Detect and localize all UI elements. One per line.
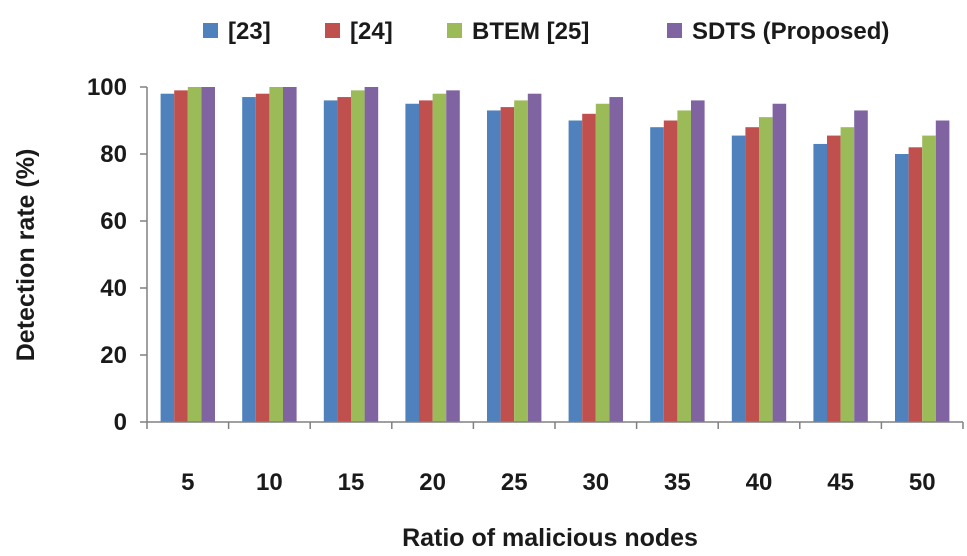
bar-23-20 bbox=[405, 103, 419, 422]
bar-btem-25-25 bbox=[514, 100, 528, 423]
bar-sdts-proposed-10 bbox=[283, 87, 297, 422]
y-tick-label: 60 bbox=[100, 208, 127, 235]
bar-sdts-proposed-35 bbox=[691, 100, 705, 423]
bar-24-45 bbox=[827, 135, 841, 422]
bar-23-10 bbox=[242, 97, 256, 423]
y-tick-label: 100 bbox=[87, 74, 127, 101]
bar-24-20 bbox=[419, 100, 433, 423]
bar-sdts-proposed-15 bbox=[364, 87, 379, 422]
y-axis-title: Detection rate (%) bbox=[12, 149, 40, 362]
bar-23-50 bbox=[895, 154, 909, 422]
legend-item: BTEM [25] bbox=[447, 18, 589, 45]
bar-23-40 bbox=[731, 135, 746, 422]
legend-swatch bbox=[325, 23, 340, 38]
legend-swatch bbox=[447, 23, 462, 38]
legend-label: BTEM [25] bbox=[472, 18, 589, 45]
bar-sdts-proposed-40 bbox=[772, 103, 787, 422]
y-ticks: 0 20 40 60 80 100 bbox=[87, 74, 147, 436]
y-tick-label: 0 bbox=[114, 409, 127, 436]
y-tick-label: 80 bbox=[100, 141, 127, 168]
y-tick-label: 20 bbox=[100, 342, 127, 369]
bar-btem-25-30 bbox=[595, 103, 610, 422]
bar-btem-25-40 bbox=[759, 117, 773, 423]
bar-btem-25-15 bbox=[351, 90, 365, 422]
legend-item: SDTS (Proposed) bbox=[667, 18, 889, 45]
x-tick-label: 5 bbox=[181, 469, 194, 496]
bar-sdts-proposed-45 bbox=[854, 110, 868, 422]
legend-label: SDTS (Proposed) bbox=[692, 18, 889, 45]
bars bbox=[160, 87, 950, 423]
bar-23-35 bbox=[650, 127, 664, 422]
bar-btem-25-45 bbox=[840, 127, 855, 422]
legend-item: [23] bbox=[203, 18, 271, 45]
legend-swatch bbox=[667, 23, 682, 38]
bar-sdts-proposed-5 bbox=[201, 87, 215, 422]
bar-btem-25-10 bbox=[269, 87, 283, 422]
x-tick-label: 10 bbox=[256, 469, 283, 496]
y-tick-label: 40 bbox=[100, 275, 127, 302]
x-tick-label: 15 bbox=[338, 469, 365, 496]
bar-btem-25-5 bbox=[187, 87, 202, 422]
bar-24-40 bbox=[745, 127, 759, 422]
x-tick-label: 35 bbox=[664, 469, 691, 496]
bar-23-30 bbox=[568, 120, 583, 422]
legend: [23] [24] BTEM [25] SDTS (Proposed) bbox=[203, 18, 889, 45]
bar-24-25 bbox=[500, 107, 515, 422]
bar-sdts-proposed-30 bbox=[609, 97, 623, 423]
bar-23-15 bbox=[323, 100, 338, 423]
bar-24-50 bbox=[908, 147, 923, 423]
bar-sdts-proposed-25 bbox=[527, 93, 542, 422]
x-tick-label: 45 bbox=[827, 469, 854, 496]
bar-24-10 bbox=[255, 93, 270, 422]
legend-item: [24] bbox=[325, 18, 393, 45]
x-tick-label: 50 bbox=[909, 469, 936, 496]
x-tick-label: 40 bbox=[746, 469, 773, 496]
bar-btem-25-20 bbox=[432, 93, 447, 422]
bar-24-35 bbox=[663, 120, 678, 422]
legend-label: [24] bbox=[350, 18, 393, 45]
bar-btem-25-50 bbox=[922, 135, 936, 422]
bar-sdts-proposed-50 bbox=[935, 120, 950, 422]
bar-23-25 bbox=[487, 110, 501, 422]
legend-swatch bbox=[203, 23, 218, 38]
x-tick-label: 30 bbox=[582, 469, 609, 496]
bar-23-45 bbox=[813, 143, 827, 422]
legend-label: [23] bbox=[228, 18, 271, 45]
x-axis-title: Ratio of malicious nodes bbox=[402, 524, 698, 552]
bar-24-5 bbox=[174, 90, 188, 422]
x-ticks: 5 10 15 20 25 30 35 40 45 50 bbox=[146, 422, 964, 496]
bar-24-30 bbox=[582, 113, 596, 423]
bar-sdts-proposed-20 bbox=[446, 90, 460, 422]
bar-23-5 bbox=[160, 93, 175, 422]
bar-24-15 bbox=[337, 97, 351, 423]
bar-btem-25-35 bbox=[677, 110, 691, 422]
x-tick-label: 25 bbox=[501, 469, 528, 496]
x-tick-label: 20 bbox=[419, 469, 446, 496]
